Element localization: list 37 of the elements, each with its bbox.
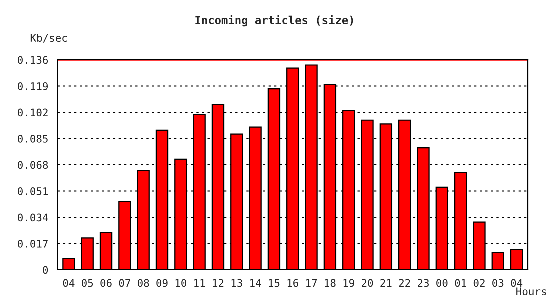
- x-tick-label: 16: [288, 279, 298, 288]
- x-tick-label: 15: [269, 279, 280, 288]
- x-axis-title: Hours: [516, 288, 546, 296]
- y-axis-title: Kb/sec: [30, 34, 68, 43]
- y-tick-label: 0: [43, 266, 48, 274]
- x-tick-label: 02: [474, 279, 485, 288]
- x-tick-label: 22: [399, 279, 410, 287]
- y-tick-label: 0.119: [18, 82, 48, 90]
- x-tick-label: 11: [194, 279, 206, 287]
- y-tick-label: 0.017: [18, 240, 48, 248]
- x-tick-label: 17: [306, 279, 318, 287]
- x-tick-label: 03: [492, 279, 504, 288]
- x-tick-label: 23: [418, 279, 429, 288]
- x-tick-label: 04: [511, 279, 523, 288]
- x-tick-label: 20: [362, 279, 374, 288]
- x-tick-label: 13: [232, 279, 242, 288]
- x-tick-label: 05: [82, 279, 94, 288]
- y-tick-label: 0.085: [18, 135, 48, 143]
- y-tick-label: 0.034: [18, 214, 48, 222]
- y-tick-label: 0.136: [18, 56, 48, 64]
- x-tick-label: 21: [380, 279, 392, 287]
- x-tick-label: 00: [436, 279, 448, 288]
- y-tick-label: 0.051: [18, 188, 48, 196]
- x-tick-label: 10: [176, 279, 187, 288]
- x-tick-label: 09: [156, 279, 168, 288]
- x-tick-label: 08: [138, 279, 150, 288]
- x-tick-label: 06: [100, 279, 112, 288]
- x-tick-label: 07: [119, 279, 130, 288]
- x-tick-label: 01: [455, 279, 466, 288]
- y-tick-label: 0.068: [18, 161, 48, 170]
- chart-title: Incoming articles (size): [196, 15, 354, 27]
- x-tick-label: 04: [63, 279, 75, 288]
- x-tick-label: 12: [213, 279, 224, 287]
- y-tick-label: 0.102: [18, 108, 48, 117]
- x-tick-label: 14: [250, 279, 262, 287]
- x-tick-label: 18: [325, 279, 336, 288]
- x-tick-label: 19: [344, 279, 354, 288]
